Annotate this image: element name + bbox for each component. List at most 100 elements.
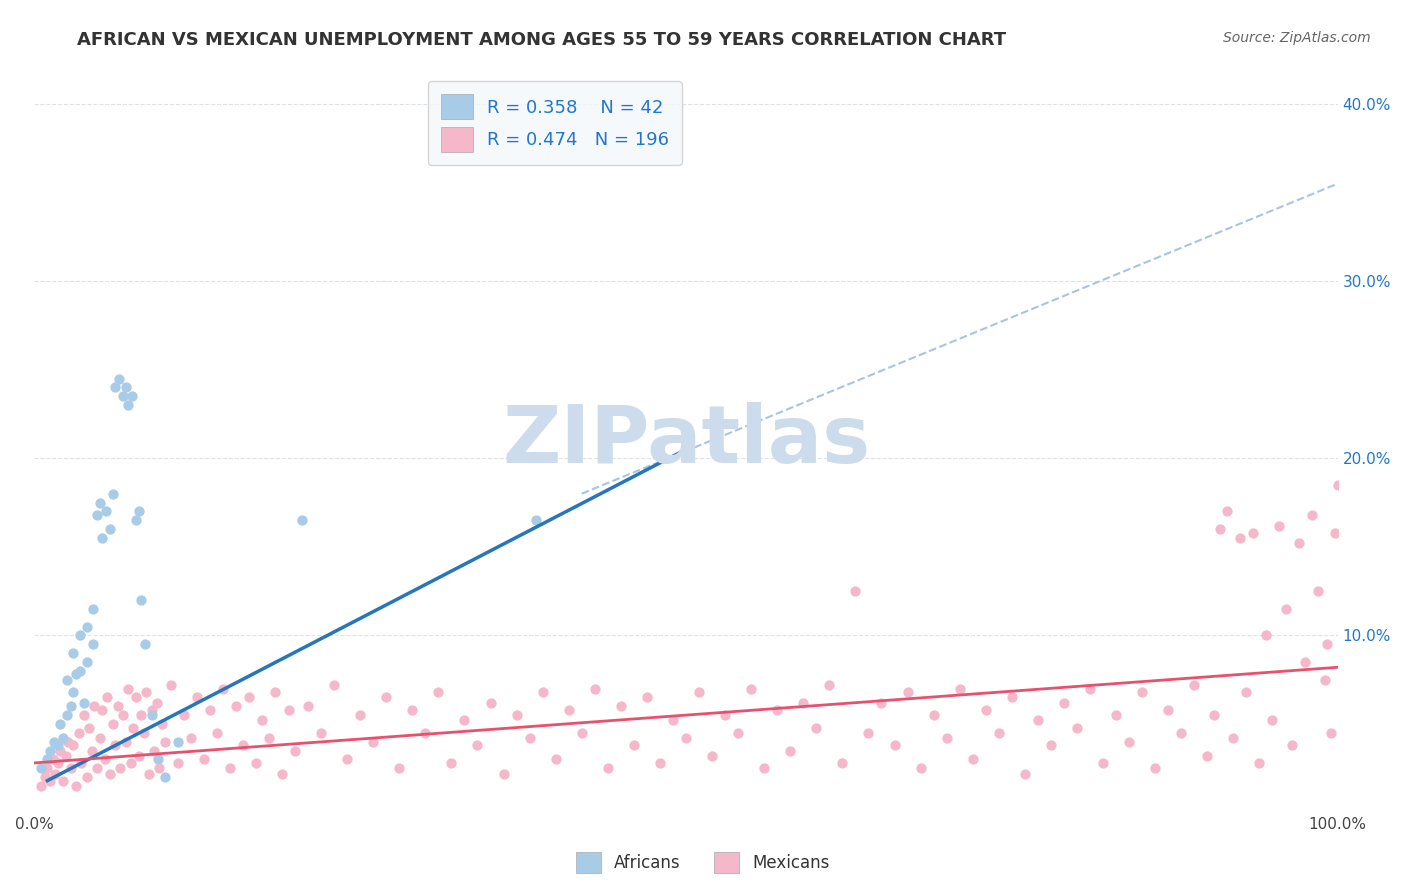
Point: [30, 761, 52, 775]
Point: [1274, 602, 1296, 616]
Point: [166, 734, 188, 748]
Point: [34, 770, 56, 784]
Point: [42, 734, 65, 748]
Point: [1324, 525, 1347, 540]
Point: [974, 703, 997, 717]
Point: [52, 731, 75, 746]
Point: [120, 756, 142, 770]
Point: [792, 696, 814, 710]
Point: [125, 513, 148, 527]
Legend: Africans, Mexicans: Africans, Mexicans: [569, 846, 837, 880]
Point: [818, 678, 841, 692]
Point: [225, 699, 247, 714]
Point: [1105, 708, 1128, 723]
Point: [153, 770, 176, 784]
Point: [1001, 690, 1024, 705]
Point: [82, 602, 104, 616]
Point: [46, 756, 69, 770]
Point: [44, 766, 66, 780]
Point: [987, 726, 1010, 740]
Point: [238, 690, 260, 705]
Point: [1144, 761, 1167, 775]
Point: [146, 696, 169, 710]
Point: [962, 752, 984, 766]
Point: [218, 761, 240, 775]
Point: [41, 752, 63, 766]
Point: [73, 708, 96, 723]
Point: [1202, 708, 1225, 723]
Point: [1222, 731, 1244, 746]
Point: [1320, 726, 1343, 740]
Point: [132, 726, 155, 740]
Point: [138, 766, 160, 780]
Point: [59, 699, 82, 714]
Point: [766, 703, 789, 717]
Point: [232, 738, 254, 752]
Point: [467, 738, 489, 752]
Point: [121, 389, 143, 403]
Point: [39, 773, 62, 788]
Point: [531, 685, 554, 699]
Point: [65, 667, 87, 681]
Point: [1288, 536, 1310, 550]
Point: [205, 726, 228, 740]
Point: [754, 761, 776, 775]
Point: [104, 738, 127, 752]
Point: [89, 495, 111, 509]
Point: [62, 685, 84, 699]
Point: [143, 743, 166, 757]
Point: [1197, 748, 1219, 763]
Point: [1066, 721, 1088, 735]
Point: [388, 761, 411, 775]
Point: [83, 699, 105, 714]
Point: [714, 708, 737, 723]
Point: [675, 731, 697, 746]
Point: [150, 717, 173, 731]
Point: [596, 761, 619, 775]
Point: [117, 398, 139, 412]
Point: [65, 779, 87, 793]
Point: [648, 756, 671, 770]
Point: [1326, 478, 1348, 492]
Point: [107, 699, 129, 714]
Point: [193, 752, 215, 766]
Point: [1216, 504, 1239, 518]
Point: [290, 513, 312, 527]
Point: [58, 734, 80, 748]
Point: [806, 721, 828, 735]
Point: [148, 761, 170, 775]
Point: [257, 731, 280, 746]
Point: [949, 681, 972, 696]
Point: [166, 756, 188, 770]
Point: [101, 717, 124, 731]
Point: [122, 721, 145, 735]
Point: [117, 681, 139, 696]
Point: [636, 690, 658, 705]
Point: [114, 734, 136, 748]
Point: [870, 696, 893, 710]
Point: [212, 681, 235, 696]
Point: [1241, 525, 1264, 540]
Point: [1182, 678, 1205, 692]
Point: [361, 734, 384, 748]
Point: [70, 756, 93, 770]
Point: [375, 690, 398, 705]
Point: [77, 721, 100, 735]
Point: [111, 708, 134, 723]
Point: [129, 708, 152, 723]
Point: [1313, 673, 1336, 687]
Point: [1078, 681, 1101, 696]
Point: [727, 726, 749, 740]
Point: [1157, 703, 1180, 717]
Point: [935, 731, 957, 746]
Point: [1170, 726, 1192, 740]
Point: [740, 681, 762, 696]
Point: [186, 690, 208, 705]
Point: [1014, 766, 1036, 780]
Point: [401, 703, 423, 717]
Point: [1306, 584, 1329, 599]
Point: [200, 703, 222, 717]
Point: [56, 673, 79, 687]
Point: [160, 678, 183, 692]
Point: [128, 504, 150, 518]
